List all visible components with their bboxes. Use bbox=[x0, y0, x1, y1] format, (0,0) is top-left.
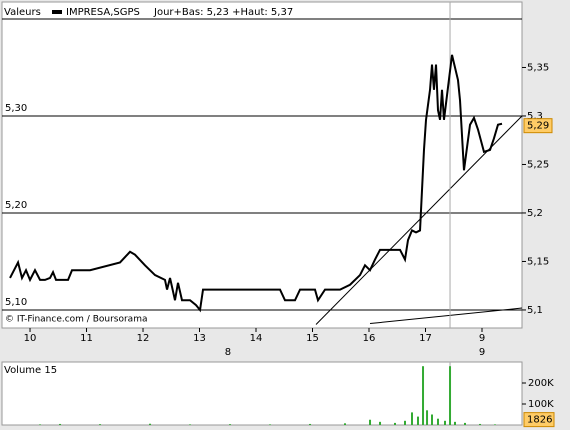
volume-bar bbox=[479, 423, 482, 425]
x-tick-label: 10 bbox=[24, 333, 37, 344]
month-label: 8 bbox=[225, 347, 231, 358]
trend-line bbox=[369, 307, 523, 325]
last-box bbox=[523, 412, 555, 428]
level-label: 5,20 bbox=[5, 200, 27, 211]
volume-bar bbox=[269, 424, 272, 425]
volume-bar bbox=[463, 422, 466, 425]
volume-title: Volume 15 bbox=[4, 365, 57, 376]
volume-bar bbox=[39, 424, 42, 425]
y-tick-label: 5,35 bbox=[527, 62, 549, 73]
volume-panel bbox=[1, 361, 523, 426]
volume-bar bbox=[149, 423, 152, 425]
volume-bar bbox=[422, 366, 425, 425]
volume-bar bbox=[436, 418, 439, 425]
level-label: 5,30 bbox=[5, 103, 27, 114]
volume-bar bbox=[369, 419, 372, 425]
month-label: 9 bbox=[479, 347, 485, 358]
last-label: 1826 bbox=[527, 415, 552, 426]
volume-bar bbox=[493, 424, 496, 425]
volume-bar bbox=[343, 423, 346, 425]
volume-bar bbox=[411, 412, 413, 425]
x-tick-label: 15 bbox=[306, 333, 319, 344]
volume-bar bbox=[431, 414, 433, 425]
last-box bbox=[523, 118, 553, 134]
x-tick-label: 12 bbox=[137, 333, 150, 344]
volume-bar bbox=[309, 423, 312, 425]
volume-bar bbox=[59, 423, 62, 425]
y-tick-label: 100K bbox=[528, 399, 554, 410]
volume-bar bbox=[379, 421, 382, 425]
volume-bar bbox=[426, 410, 429, 425]
volume-bar bbox=[189, 424, 192, 425]
y-tick-label: 5,15 bbox=[527, 256, 549, 267]
legend-label: IMPRESA,SGPS bbox=[66, 7, 140, 18]
last-label: 5,29 bbox=[527, 121, 549, 132]
price-line bbox=[9, 54, 503, 313]
main-panel bbox=[1, 1, 523, 329]
volume-bar bbox=[229, 424, 232, 425]
credit: © IT-Finance.com / Boursorama bbox=[5, 315, 147, 325]
x-tick-label: 9 bbox=[479, 333, 485, 344]
volume-bar bbox=[416, 416, 419, 425]
x-tick-label: 11 bbox=[80, 333, 93, 344]
y-tick-label: 5,25 bbox=[527, 159, 549, 170]
y-tick-label: 5,3 bbox=[527, 111, 543, 122]
volume-bar bbox=[99, 424, 102, 425]
x-tick-label: 13 bbox=[193, 333, 206, 344]
y-tick-label: 200K bbox=[528, 378, 554, 389]
level-label: 5,10 bbox=[5, 297, 27, 308]
x-tick-label: 17 bbox=[419, 333, 432, 344]
header-label: Valeurs bbox=[4, 7, 41, 18]
header-info: Jour+Bas: 5,23 +Haut: 5,37 bbox=[153, 7, 293, 18]
volume-bar bbox=[453, 421, 456, 425]
x-tick-label: 16 bbox=[363, 333, 376, 344]
y-tick-label: 5,2 bbox=[527, 208, 543, 219]
x-tick-label: 14 bbox=[250, 333, 263, 344]
volume-bar bbox=[443, 420, 446, 425]
volume-bar bbox=[393, 422, 396, 425]
y-tick-label: 5,1 bbox=[527, 305, 543, 316]
volume-bar bbox=[403, 420, 406, 425]
volume-bar bbox=[449, 366, 452, 425]
